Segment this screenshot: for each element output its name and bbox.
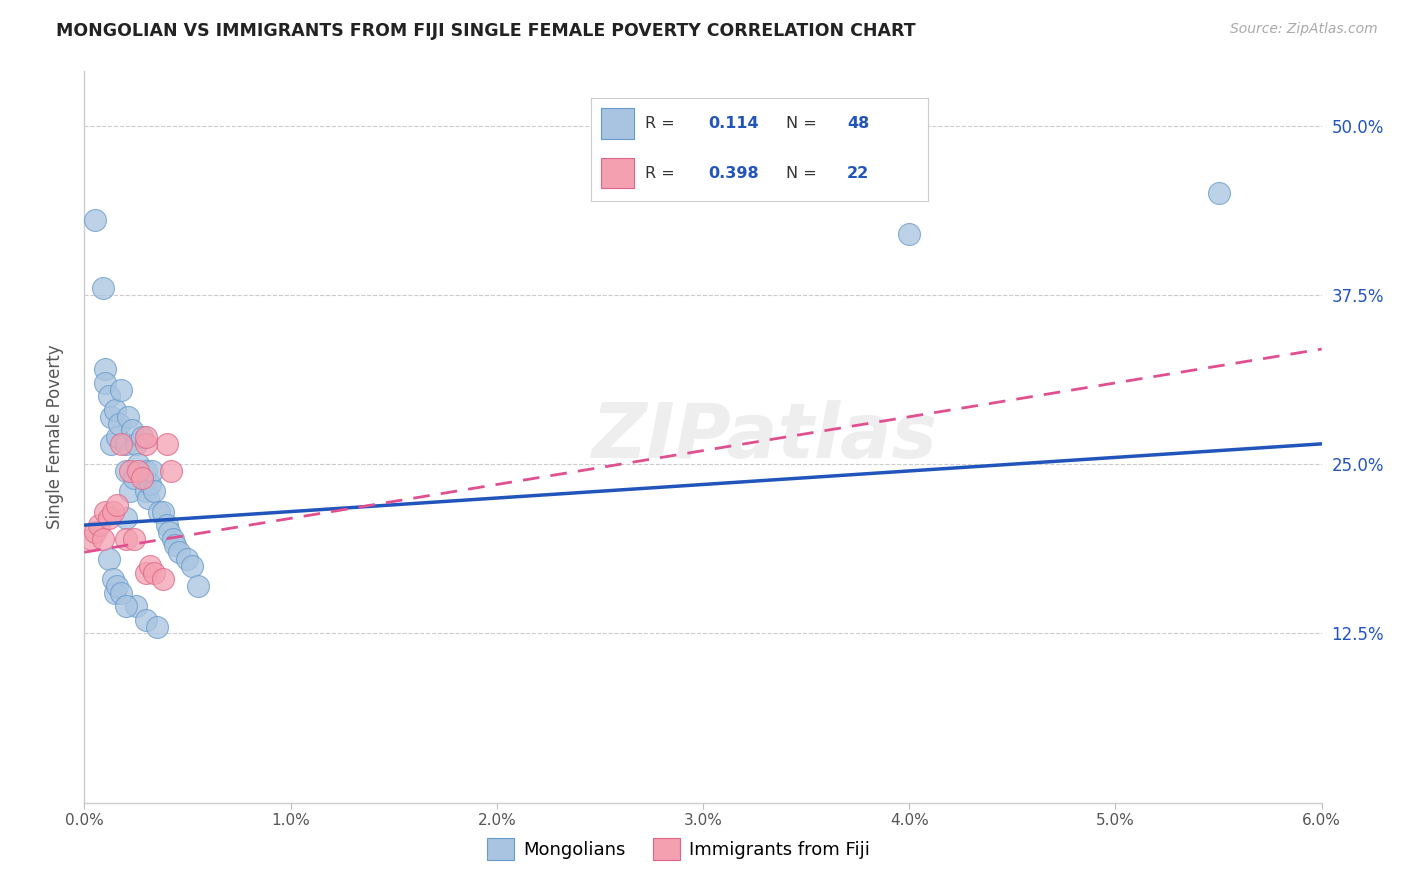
Point [114, 464, 136, 478]
Point [157, 524, 180, 539]
Point [114, 599, 136, 614]
Point [98, 552, 121, 566]
Point [131, 471, 153, 485]
Point [136, 491, 159, 505]
Point [114, 532, 136, 546]
Point [118, 484, 141, 499]
Point [98, 389, 121, 403]
Point [104, 403, 127, 417]
Point [139, 558, 162, 573]
Legend: Mongolians, Immigrants from Fiji: Mongolians, Immigrants from Fiji [479, 830, 877, 867]
Text: N =: N = [786, 166, 823, 181]
Point [100, 409, 122, 424]
Point [135, 613, 157, 627]
Point [117, 409, 139, 424]
Point [105, 430, 128, 444]
Text: R =: R = [644, 166, 679, 181]
Point [143, 484, 166, 499]
Point [176, 552, 198, 566]
Point [122, 532, 145, 546]
Text: R =: R = [644, 116, 679, 131]
Point [152, 505, 174, 519]
Point [105, 498, 128, 512]
Point [156, 518, 179, 533]
Point [135, 464, 157, 478]
Point [110, 383, 132, 397]
Point [156, 437, 179, 451]
Point [83, 524, 105, 539]
Point [125, 437, 148, 451]
Point [187, 579, 209, 593]
Text: ZIPatlas: ZIPatlas [592, 401, 938, 474]
Point [145, 620, 167, 634]
Point [180, 558, 202, 573]
Point [165, 538, 187, 552]
Point [94, 362, 117, 376]
FancyBboxPatch shape [600, 158, 634, 188]
FancyBboxPatch shape [600, 109, 634, 139]
Point [103, 505, 125, 519]
Point [121, 423, 143, 437]
Text: N =: N = [786, 116, 823, 131]
Point [91, 281, 114, 295]
Point [79, 532, 101, 546]
Point [131, 430, 153, 444]
Point [127, 457, 149, 471]
Point [125, 599, 148, 614]
Text: Source: ZipAtlas.com: Source: ZipAtlas.com [1230, 22, 1378, 37]
Point [108, 417, 131, 431]
Point [127, 464, 149, 478]
Point [135, 437, 157, 451]
Point [148, 505, 170, 519]
Point [91, 532, 114, 546]
Point [162, 532, 184, 546]
Point [110, 437, 132, 451]
Point [122, 471, 145, 485]
Point [94, 505, 117, 519]
Point [135, 566, 157, 580]
Point [898, 227, 921, 241]
Point [98, 511, 121, 525]
Point [105, 579, 128, 593]
Text: 48: 48 [846, 116, 869, 131]
Point [114, 511, 136, 525]
Point [1208, 186, 1230, 201]
Point [139, 477, 162, 491]
Point [104, 586, 127, 600]
Point [83, 213, 105, 227]
Point [110, 586, 132, 600]
Point [114, 437, 136, 451]
Text: 22: 22 [846, 166, 869, 181]
Point [100, 437, 122, 451]
Y-axis label: Single Female Poverty: Single Female Poverty [45, 345, 63, 529]
Point [160, 464, 183, 478]
Point [141, 464, 163, 478]
Point [94, 376, 117, 390]
Text: 0.114: 0.114 [709, 116, 759, 131]
Text: 0.398: 0.398 [709, 166, 759, 181]
Point [167, 545, 190, 559]
Point [152, 572, 174, 586]
Point [103, 572, 125, 586]
Point [87, 518, 110, 533]
Text: MONGOLIAN VS IMMIGRANTS FROM FIJI SINGLE FEMALE POVERTY CORRELATION CHART: MONGOLIAN VS IMMIGRANTS FROM FIJI SINGLE… [56, 22, 915, 40]
Point [118, 464, 141, 478]
Point [143, 566, 166, 580]
Point [135, 484, 157, 499]
Point [135, 430, 157, 444]
